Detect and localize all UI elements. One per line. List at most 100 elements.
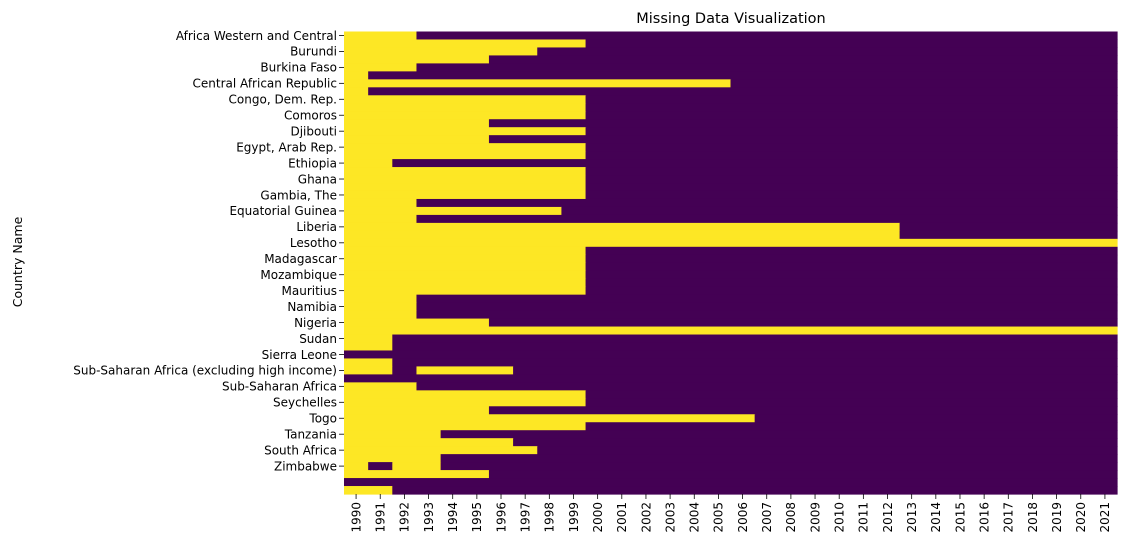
missing-cell-run	[344, 430, 442, 439]
x-tick-label: 2019	[1050, 502, 1064, 533]
present-cell-run	[488, 119, 1118, 128]
present-cell-run	[416, 214, 1118, 224]
present-cell-run	[440, 430, 1118, 439]
y-tick-label: Namibia	[287, 300, 337, 314]
missing-cell-run	[344, 175, 587, 184]
present-cell-run	[585, 103, 1118, 112]
y-tick-label: Sub-Saharan Africa	[222, 380, 337, 394]
missing-cell-run	[344, 238, 1118, 248]
present-cell-run	[585, 175, 1118, 184]
missing-cell-run	[344, 167, 587, 176]
present-cell-run	[585, 151, 1118, 160]
present-cell-run	[488, 406, 1118, 415]
present-cell-run	[392, 486, 1118, 495]
x-tick-label: 2018	[1026, 502, 1040, 533]
missing-cell-run	[344, 310, 418, 320]
missing-cell-run	[344, 366, 393, 375]
x-tick-label: 1993	[422, 502, 436, 533]
x-tick-label: 2020	[1074, 502, 1088, 533]
present-cell-run	[585, 422, 1118, 431]
missing-cell-run	[344, 254, 587, 264]
y-tick-label: Gambia, The	[260, 188, 337, 202]
present-cell-run	[585, 190, 1118, 200]
present-cell-run	[392, 159, 1118, 168]
y-tick-label: Togo	[308, 412, 337, 426]
y-tick-label: South Africa	[264, 443, 337, 457]
y-tick-label: Congo, Dem. Rep.	[229, 93, 337, 107]
missing-cell-run	[344, 446, 538, 455]
present-cell-run	[899, 230, 1118, 240]
y-tick-label: Zimbabwe	[274, 459, 337, 473]
missing-cell-run	[344, 31, 418, 41]
x-tick-label: 2014	[929, 502, 943, 533]
missing-cell-run	[344, 342, 393, 352]
present-cell-run	[513, 366, 1118, 375]
x-tick-label: 2011	[857, 502, 871, 533]
x-tick-label: 2007	[760, 502, 774, 533]
missing-cell-run	[344, 438, 514, 447]
present-cell-run	[416, 198, 1118, 208]
present-cell-run	[368, 71, 1118, 80]
x-tick-label: 1994	[446, 502, 460, 533]
missing-cell-run	[344, 127, 587, 136]
missing-cell-run	[344, 230, 901, 240]
present-cell-run	[585, 167, 1118, 176]
y-tick-label: Africa Western and Central	[176, 29, 337, 43]
present-cell-run	[585, 278, 1118, 288]
missing-cell-run	[416, 366, 514, 375]
missing-cell-run	[344, 270, 587, 280]
missing-cell-run	[344, 326, 1118, 336]
y-tick-label: Nigeria	[294, 316, 337, 330]
present-cell-run	[488, 318, 1118, 328]
missing-cell-run	[344, 190, 587, 200]
missing-cell-run	[344, 63, 418, 72]
missing-cell-run	[344, 422, 587, 431]
missing-cell-run	[344, 151, 587, 160]
y-tick-label: Burkina Faso	[260, 61, 337, 75]
present-cell-run	[585, 270, 1118, 280]
y-tick-label: Liberia	[296, 220, 337, 234]
present-cell-run	[585, 183, 1118, 192]
x-tick-label: 1990	[349, 502, 363, 533]
present-cell-run	[392, 366, 418, 375]
missing-cell-run	[344, 390, 587, 399]
missing-cell-run	[344, 214, 418, 224]
missing-cell-run	[344, 462, 369, 471]
present-cell-run	[416, 31, 1118, 41]
x-tick-label: 2005	[712, 502, 726, 533]
present-cell-run	[416, 310, 1118, 320]
missing-cell-run	[344, 286, 587, 296]
x-tick-label: 1999	[567, 502, 581, 533]
missing-cell-run	[344, 454, 442, 463]
x-tick-label: 2006	[736, 502, 750, 533]
y-tick-label: Sierra Leone	[262, 348, 337, 362]
x-tick-label: 1992	[398, 502, 412, 533]
present-cell-run	[585, 286, 1118, 296]
present-cell-run	[416, 382, 1118, 391]
present-cell-run	[730, 79, 1118, 88]
missing-cell-run	[344, 198, 418, 208]
x-tick-labels: 1990 1991 1992 1993 1994 1995 1996 1997 1998 1999…	[349, 494, 1112, 533]
y-tick-label: Lesotho	[290, 236, 337, 250]
missing-cell-run	[344, 39, 587, 49]
missing-cell-run	[344, 334, 393, 344]
present-cell-run	[344, 478, 1118, 487]
missing-cell-run	[344, 382, 418, 391]
present-cell-run	[368, 462, 393, 471]
y-tick-label: Equatorial Guinea	[229, 204, 337, 218]
present-cell-run	[585, 262, 1118, 272]
present-cell-run	[537, 446, 1118, 455]
present-cell-run	[416, 302, 1118, 312]
missing-cell-run	[392, 462, 442, 471]
x-tick-label: 2017	[1002, 502, 1016, 533]
present-cell-run	[585, 127, 1118, 136]
x-tick-label: 2013	[905, 502, 919, 533]
y-tick-label: Burundi	[290, 45, 337, 59]
x-tick-label: 2000	[591, 502, 605, 533]
y-tick-label: Ethiopia	[288, 156, 337, 170]
x-tick-label: 2010	[833, 502, 847, 533]
missing-cell-run	[344, 143, 587, 152]
missing-cell-run	[344, 159, 393, 168]
x-tick-label: 2009	[808, 502, 822, 533]
x-tick-label: 2002	[639, 502, 653, 533]
